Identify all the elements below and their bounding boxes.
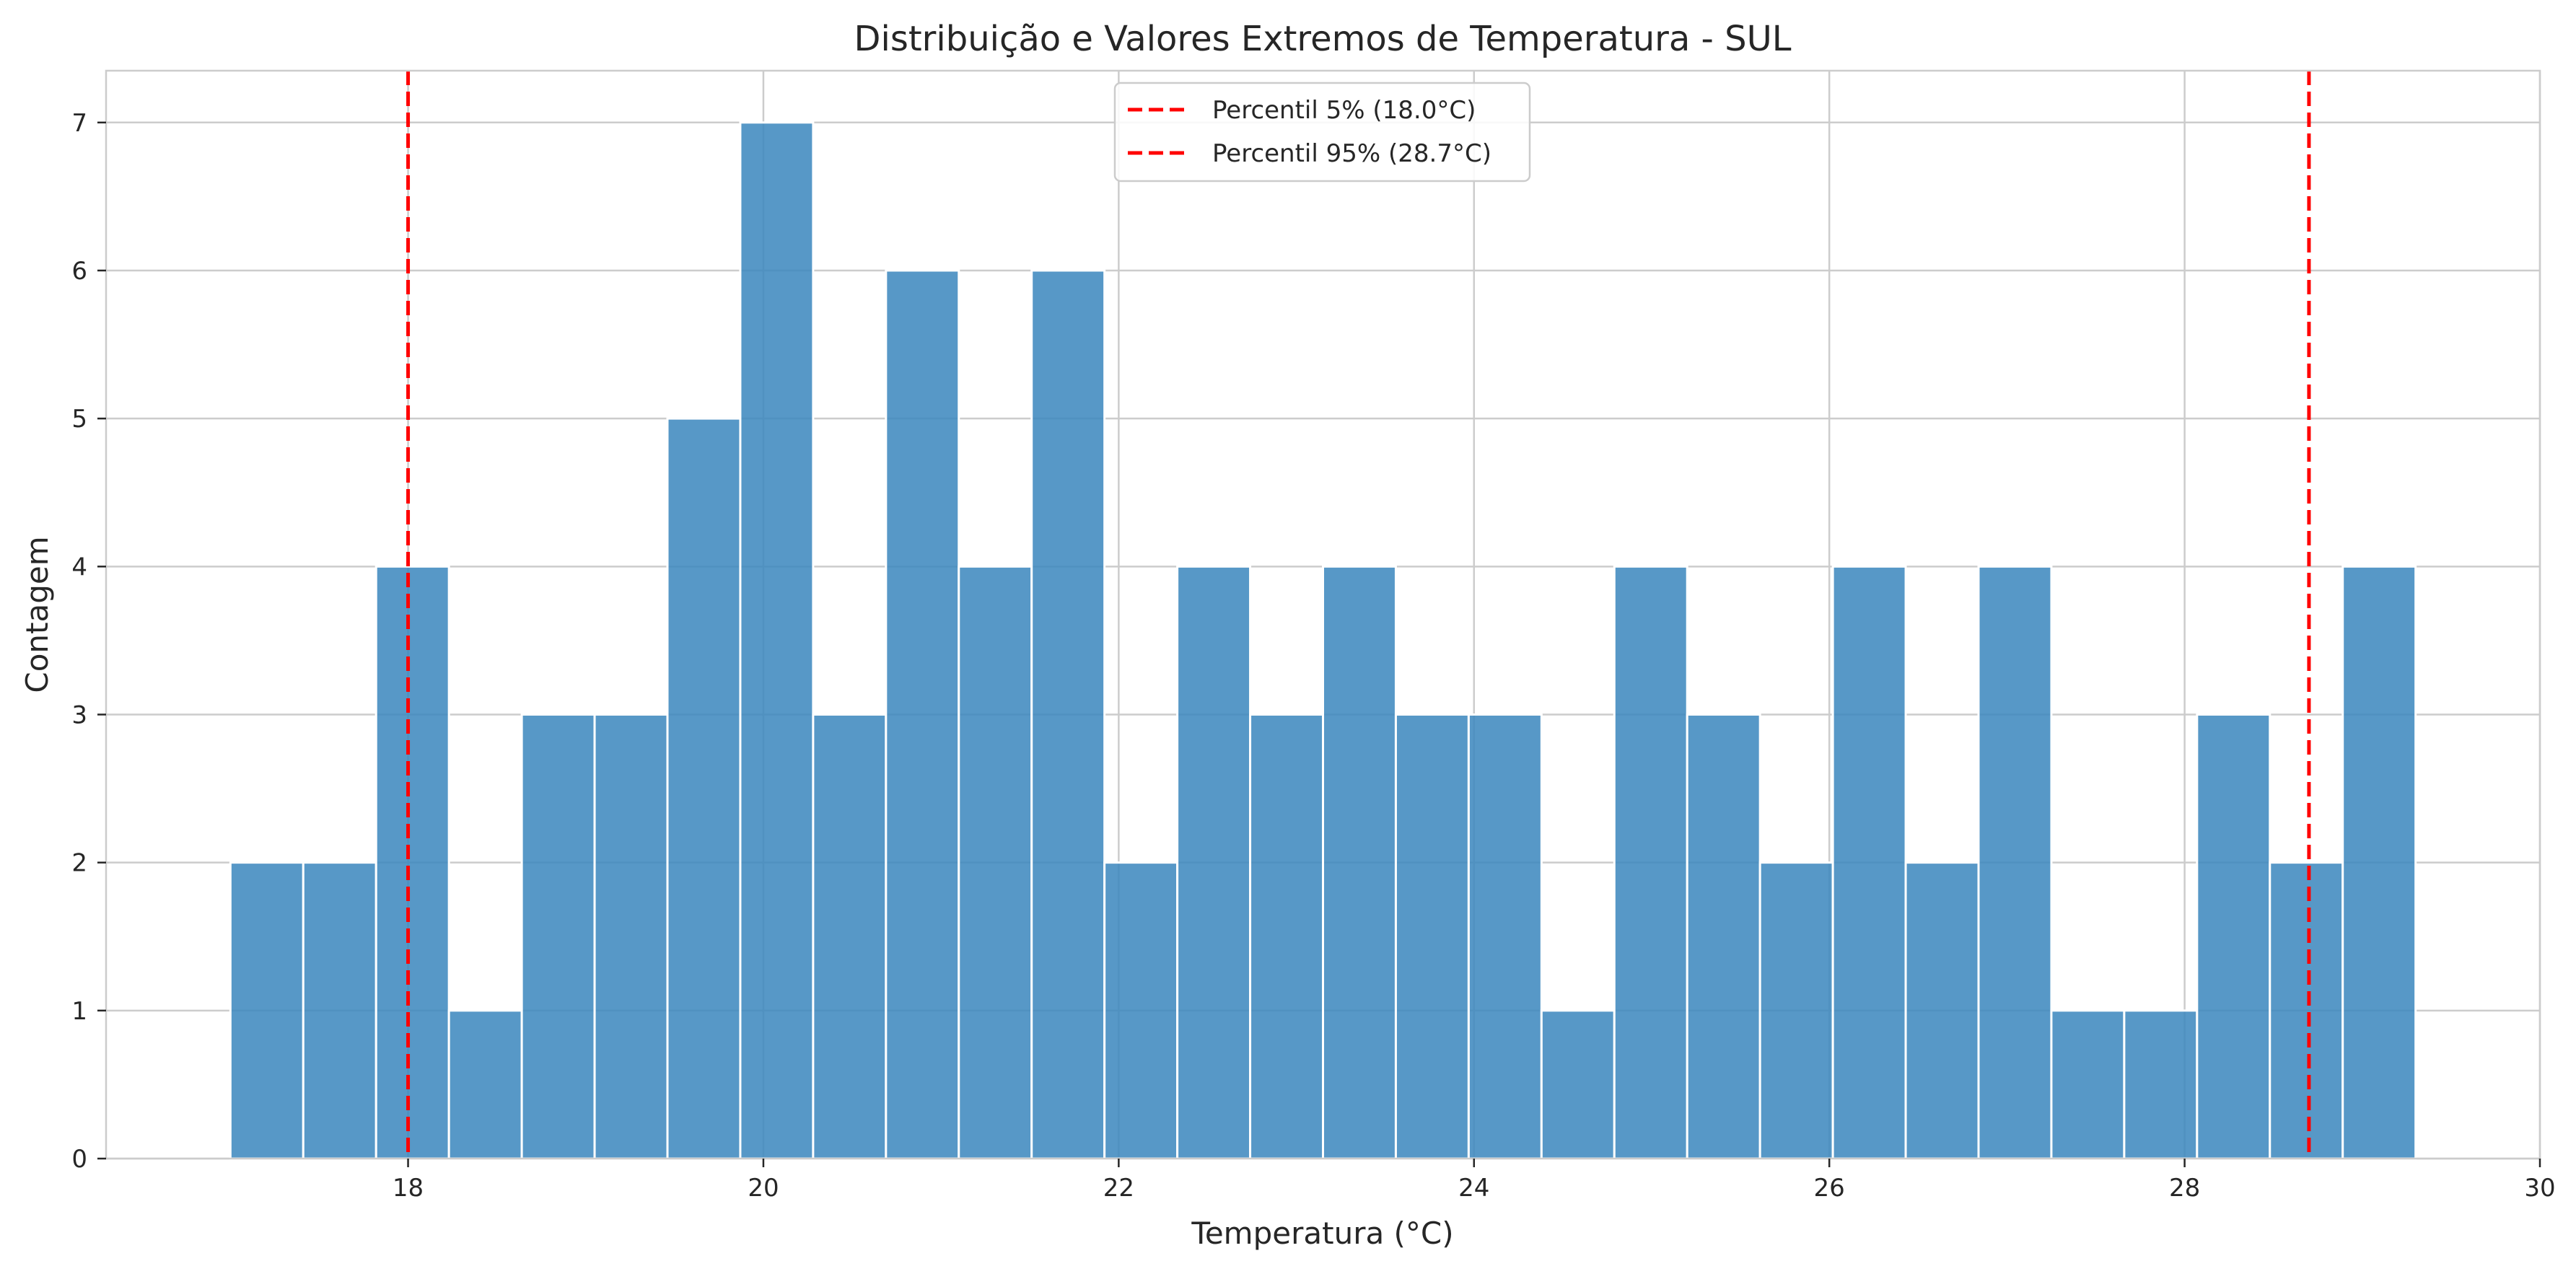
histogram-bar: [1467, 713, 1543, 1160]
y-tick-label: 1: [71, 997, 87, 1026]
histogram-bar: [2196, 713, 2271, 1160]
y-tick-label: 0: [71, 1145, 87, 1174]
histogram-bar: [1758, 861, 1834, 1160]
histogram-bar: [1322, 565, 1397, 1160]
histogram-bar: [2269, 861, 2344, 1160]
histogram-bar: [2050, 1009, 2126, 1160]
y-tick-label: 6: [71, 257, 87, 286]
histogram-bar: [812, 713, 888, 1160]
histogram-bar: [302, 861, 377, 1160]
histogram-bar: [2123, 1009, 2199, 1160]
plot-frame: [105, 69, 2541, 1160]
y-tick-label: 3: [71, 700, 87, 729]
histogram-bar: [374, 565, 450, 1160]
y-tick-label: 4: [71, 553, 87, 581]
ticks-layer: 18 20 22 24 26 28 30 0 1 2 3 4 5 6 7: [71, 109, 2555, 1203]
x-axis-label: Temperatura (°C): [1191, 1216, 1453, 1251]
histogram-bar: [1540, 1009, 1616, 1160]
histogram-bar: [520, 713, 596, 1160]
histogram-bar: [666, 417, 742, 1160]
histogram-bar: [1030, 269, 1106, 1160]
legend: Percentil 5% (18.0°C) Percentil 95% (28.…: [1113, 82, 1531, 183]
histogram-bar: [1977, 565, 2053, 1160]
y-axis-label: Contagem: [19, 536, 55, 693]
histogram-bar: [1249, 713, 1324, 1160]
x-tick-label: 30: [2524, 1174, 2555, 1203]
x-tick-label: 24: [1458, 1174, 1489, 1203]
grid-layer: [106, 71, 2541, 1160]
histogram-bar: [739, 121, 815, 1160]
histogram-bar: [447, 1009, 523, 1160]
legend-box: [1113, 82, 1531, 183]
x-tick-label: 26: [1814, 1174, 1845, 1203]
histogram-bar: [1831, 565, 1907, 1160]
legend-label-p95: Percentil 95% (28.7°C): [1212, 139, 1491, 168]
histogram-bar: [1103, 861, 1179, 1160]
y-tick-label: 5: [71, 405, 87, 434]
histogram-bar: [2341, 565, 2417, 1160]
histogram-bar: [229, 861, 305, 1160]
histogram-bar: [1686, 713, 1761, 1160]
histogram-bar: [885, 269, 960, 1160]
bars-layer: [229, 121, 2417, 1160]
chart-title: Distribuição e Valores Extremos de Tempe…: [854, 19, 1792, 59]
x-tick-label: 20: [748, 1174, 779, 1203]
histogram-bar: [593, 713, 669, 1160]
y-tick-label: 7: [71, 109, 87, 138]
histogram-bar: [1176, 565, 1252, 1160]
reference-lines-layer: [406, 71, 2311, 1159]
histogram-bar: [1904, 861, 1980, 1160]
x-tick-label: 22: [1103, 1174, 1134, 1203]
y-tick-label: 2: [71, 849, 87, 878]
histogram-bar: [958, 565, 1033, 1160]
x-tick-label: 18: [393, 1174, 424, 1203]
histogram-bar: [1394, 713, 1470, 1160]
x-tick-label: 28: [2169, 1174, 2200, 1203]
histogram-bar: [1613, 565, 1688, 1160]
legend-label-p5: Percentil 5% (18.0°C): [1212, 96, 1476, 125]
